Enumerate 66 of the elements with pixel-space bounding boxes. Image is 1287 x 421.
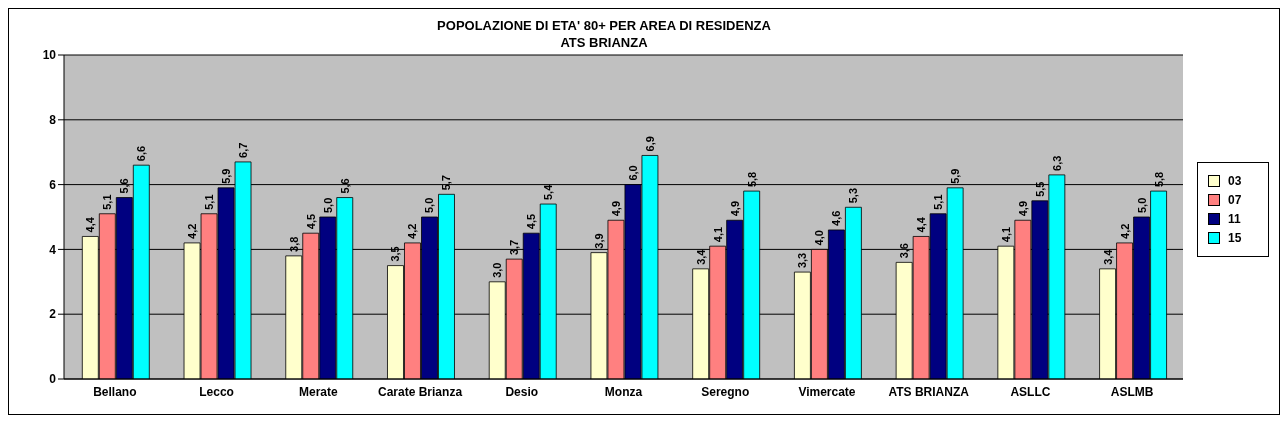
data-label: 4,2 [1118,223,1131,239]
y-tick-label: 0 [49,372,57,387]
data-label: 6,7 [237,142,250,158]
chart-title: POPOLAZIONE DI ETA' 80+ PER AREA DI RESIDENZA ATS BRIANZA [436,17,772,50]
x-tick-label: Lecco [199,384,234,399]
x-tick-label: Bellano [93,384,137,399]
y-tick-label: 2 [49,307,57,322]
data-label: 3,0 [491,262,504,278]
data-label: 6,9 [643,136,656,152]
x-tick-label: Carate Brianza [378,384,463,399]
data-label: 3,7 [508,239,521,256]
data-label: 4,6 [830,210,843,226]
data-label: 5,3 [847,187,860,204]
data-label: 3,9 [592,233,605,249]
x-tick-label: ATS BRIANZA [888,384,970,399]
data-label: 3,4 [694,248,707,265]
x-tick-label: Seregno [701,384,750,399]
data-label: 3,5 [389,246,402,262]
y-tick-label: 8 [49,113,57,128]
data-label: 4,1 [711,226,724,243]
data-label: 5,7 [440,175,453,191]
data-label: 5,6 [338,178,351,194]
y-tick-label: 10 [42,48,57,63]
data-label: 4,9 [609,200,622,217]
data-label: 5,1 [203,194,216,210]
data-label: 3,6 [898,243,911,259]
data-label: 5,9 [949,168,962,184]
data-label: 4,5 [304,213,317,230]
data-label: 5,1 [101,194,114,210]
data-label: 5,5 [1033,181,1046,197]
data-label: 6,0 [626,165,639,181]
data-label: 5,1 [932,194,945,210]
data-label: 4,2 [406,223,419,239]
data-label: 5,9 [220,168,233,184]
data-label: 5,0 [423,197,436,213]
data-label: 5,6 [118,178,131,194]
data-label: 6,3 [1050,155,1063,171]
data-label: 4,5 [525,213,538,230]
data-label: 4,9 [1016,200,1029,217]
legend-label: 11 [1227,211,1242,226]
data-label: 5,4 [542,183,555,201]
y-tick-label: 6 [49,177,57,192]
legend-label: 15 [1227,230,1243,245]
x-tick-label: Vimercate [798,384,856,399]
data-label: 5,8 [1152,171,1165,188]
x-tick-label: ASLLC [1010,384,1051,399]
data-label: 5,8 [745,171,758,188]
y-tick-label: 4 [49,242,57,257]
x-tick-label: Desio [505,384,539,399]
data-label: 5,0 [1135,197,1148,213]
data-label: 3,3 [796,252,809,269]
data-label: 3,8 [287,236,300,252]
legend-label: 03 [1227,173,1243,188]
data-label: 4,9 [728,200,741,217]
data-label: 5,0 [321,197,334,213]
data-label: 4,0 [813,230,826,246]
data-label: 4,4 [84,216,97,233]
data-label: 4,2 [186,223,199,239]
x-tick-label: ASLMB [1110,384,1154,399]
x-tick-label: Monza [604,384,643,399]
data-label: 4,1 [999,226,1012,243]
data-label: 6,6 [135,145,148,162]
data-label: 4,4 [915,216,928,233]
x-tick-label: Merate [298,384,338,399]
legend-label: 07 [1227,192,1243,207]
data-label: 3,4 [1101,248,1114,265]
